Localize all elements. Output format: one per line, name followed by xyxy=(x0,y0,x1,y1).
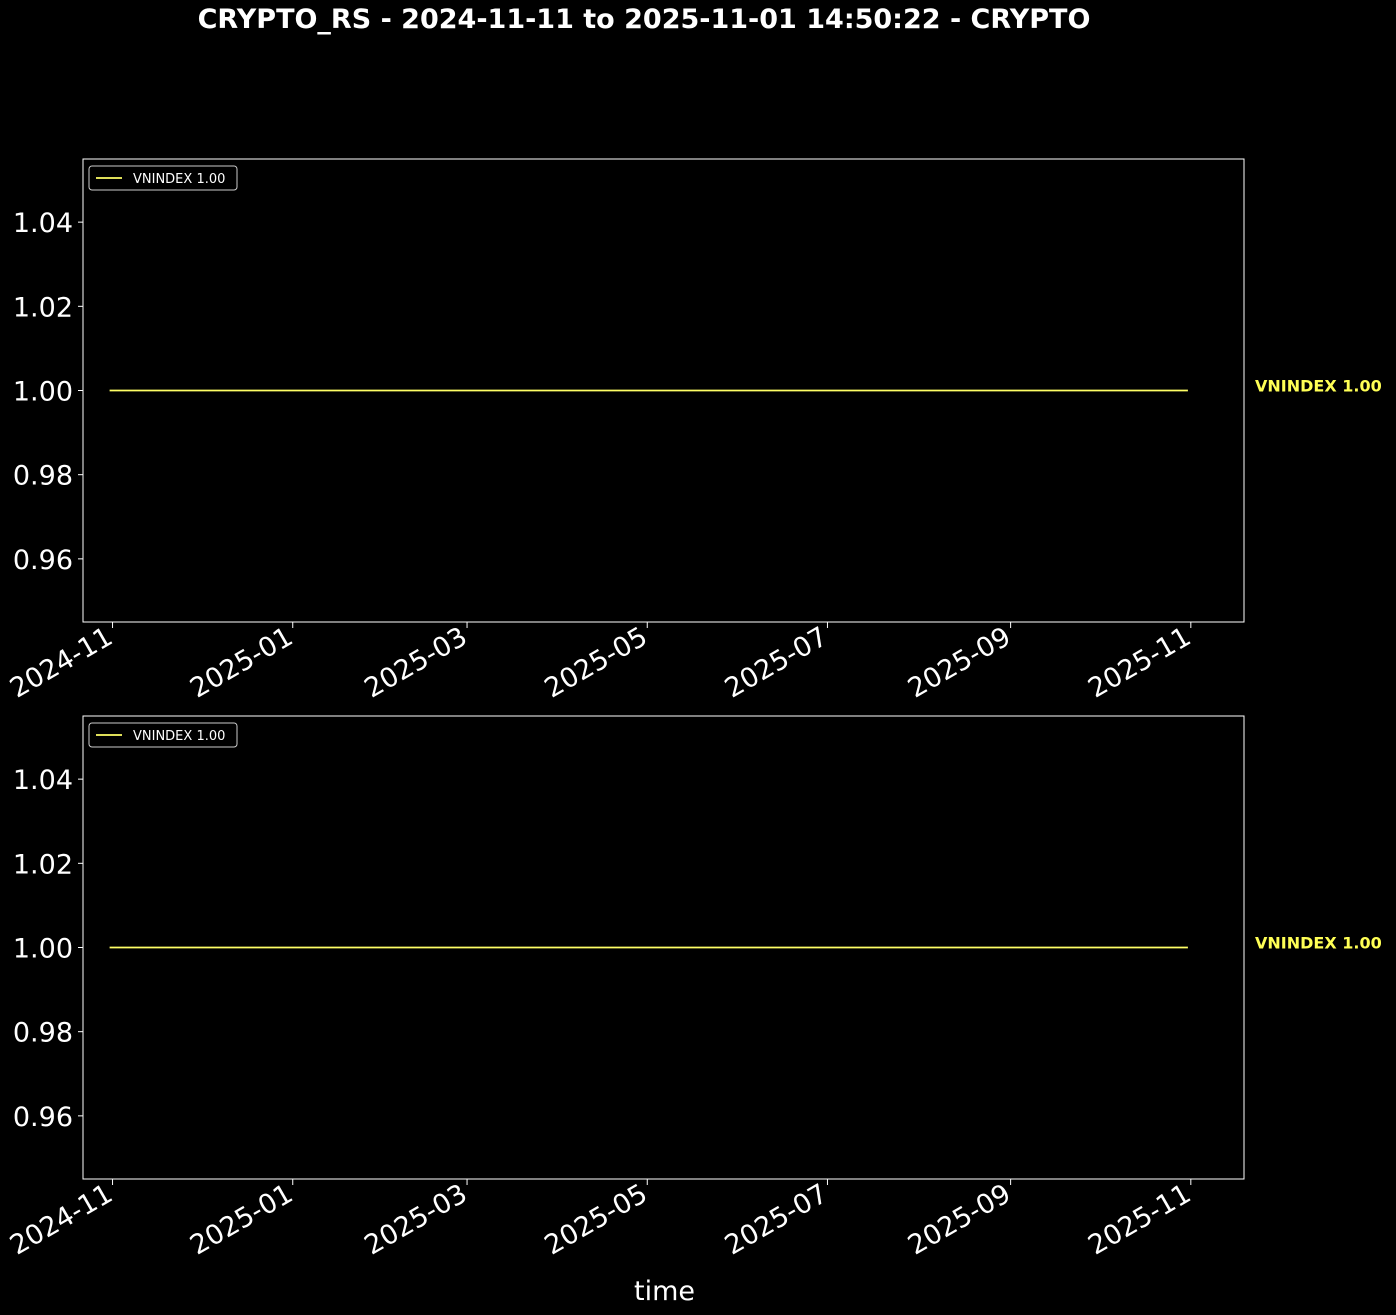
series-end-label: VNINDEX 1.00 xyxy=(1255,377,1382,396)
y-tick-label: 1.00 xyxy=(13,377,73,408)
x-tick-label: 2025-01 xyxy=(185,621,298,704)
x-tick-label: 2025-05 xyxy=(540,1178,653,1261)
x-tick-label: 2025-07 xyxy=(720,1178,833,1261)
x-tick-label: 2025-11 xyxy=(1083,1178,1196,1261)
legend-label: VNINDEX 1.00 xyxy=(133,729,225,744)
x-tick-label: 2024-11 xyxy=(5,1178,118,1261)
x-tick-label: 2025-05 xyxy=(540,621,653,704)
y-tick-label: 1.04 xyxy=(13,208,73,239)
chart-title: CRYPTO_RS - 2024-11-11 to 2025-11-01 14:… xyxy=(197,4,1091,35)
legend-box xyxy=(88,722,238,748)
y-tick-label: 0.96 xyxy=(13,1102,73,1133)
legend-box xyxy=(88,165,238,191)
y-tick-label: 1.02 xyxy=(13,292,73,323)
x-tick-label: 2025-03 xyxy=(359,1178,472,1261)
x-tick-label: 2025-09 xyxy=(903,621,1016,704)
y-tick-label: 0.98 xyxy=(13,461,73,492)
x-tick-label: 2025-01 xyxy=(185,1178,298,1261)
chart-panel-1: 0.96 0.98 1.00 1.02 1.04 2024-11 2025-01 2025-0… xyxy=(5,158,1382,704)
y-tick-label: 0.96 xyxy=(13,545,73,576)
x-tick-label: 2025-03 xyxy=(359,621,472,704)
y-tick-label: 1.00 xyxy=(13,934,73,965)
y-tick-label: 1.02 xyxy=(13,849,73,880)
y-tick-label: 0.98 xyxy=(13,1018,73,1049)
x-tick-label: 2025-11 xyxy=(1083,621,1196,704)
y-tick-label: 1.04 xyxy=(13,765,73,796)
x-axis-label: time xyxy=(634,1276,695,1307)
series-end-label: VNINDEX 1.00 xyxy=(1255,934,1382,953)
chart-panel-2: 0.96 0.98 1.00 1.02 1.04 2024-11 2025-01 2025-0… xyxy=(5,715,1382,1307)
legend-label: VNINDEX 1.00 xyxy=(133,172,225,187)
x-tick-label: 2025-09 xyxy=(903,1178,1016,1261)
x-tick-label: 2025-07 xyxy=(720,621,833,704)
x-tick-label: 2024-11 xyxy=(5,621,118,704)
